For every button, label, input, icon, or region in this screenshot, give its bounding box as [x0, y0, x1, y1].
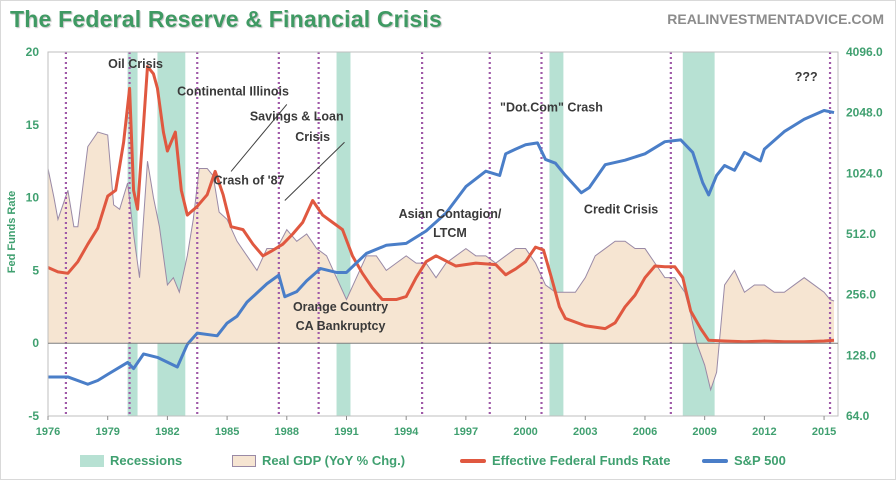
- x-tick-label: 1982: [155, 426, 179, 438]
- site-watermark: REALINVESTMENTADVICE.COM: [667, 11, 884, 27]
- y-axis-label: Fed Funds Rate: [6, 191, 18, 274]
- y-right-tick-label: 2048.0: [846, 106, 883, 120]
- annotation-label: Orange Country: [293, 300, 388, 314]
- sp500-series: [48, 108, 835, 386]
- x-tick-label: 1997: [454, 426, 478, 438]
- annotation-label: Crisis: [295, 130, 330, 144]
- annotation-callout: [284, 141, 345, 201]
- chart-plot: 1976 1979 1982 1985 1988 1991 1994 1997 2000 2003…: [6, 45, 883, 438]
- x-tick-label: 1988: [275, 426, 299, 438]
- legend-item-gdp: Real GDP (YoY % Chg.): [232, 453, 405, 468]
- y-right-tick-label: 1024.0: [846, 166, 883, 180]
- legend-swatch-sp500: [702, 458, 728, 463]
- annotation-label: CA Bankruptcy: [296, 319, 386, 333]
- fed-funds-series: [47, 65, 835, 344]
- annotation-label: Asian Contagion/: [399, 207, 502, 221]
- x-tick-label: 2015: [812, 426, 836, 438]
- y-right-tick-label: 512.0: [846, 227, 876, 241]
- gdp-series: [47, 131, 835, 392]
- y-right-tick-label: 128.0: [846, 348, 876, 362]
- legend-item-sp500: S&P 500: [702, 453, 786, 468]
- legend-swatch-gdp: [232, 454, 256, 467]
- annotation-label: LTCM: [433, 226, 467, 240]
- y-left-tick-label: 5: [32, 263, 39, 277]
- annotation-label: Crash of '87: [213, 173, 284, 187]
- axes: 1976 1979 1982 1985 1988 1991 1994 1997 2000 2003…: [6, 45, 883, 438]
- annotation-label: Credit Crisis: [584, 203, 658, 217]
- x-tick-label: 2006: [633, 426, 657, 438]
- legend-swatch-ffr: [460, 458, 486, 463]
- legend-swatch-recessions: [80, 454, 104, 467]
- x-tick-label: 1979: [95, 426, 119, 438]
- y-left-tick-label: 15: [26, 118, 40, 132]
- x-tick-label: 2003: [573, 426, 597, 438]
- chart-legend: Recessions Real GDP (YoY % Chg.) Effecti…: [0, 450, 896, 474]
- y-right-tick-label: 4096.0: [846, 45, 883, 59]
- x-tick-label: 2012: [752, 426, 776, 438]
- legend-label-recessions: Recessions: [110, 453, 183, 468]
- legend-item-recessions: Recessions: [80, 453, 182, 468]
- legend-label-ffr: Effective Federal Funds Rate: [492, 453, 671, 468]
- x-tick-label: 2000: [513, 426, 537, 438]
- sp500-line: [48, 108, 835, 386]
- x-tick-label: 1991: [334, 426, 358, 438]
- annotation-callout: [230, 104, 288, 172]
- y-left-tick-label: 10: [26, 191, 40, 205]
- annotation-label: Savings & Loan: [250, 109, 344, 123]
- gdp-area: [48, 132, 835, 390]
- legend-label-gdp: Real GDP (YoY % Chg.): [262, 453, 406, 468]
- legend-item-ffr: Effective Federal Funds Rate: [460, 453, 670, 468]
- y-left-tick-label: -5: [28, 409, 39, 423]
- annotation-label: Oil Crisis: [108, 57, 163, 71]
- annotation-label: "Dot.Com" Crash: [500, 101, 603, 115]
- y-left-tick-label: 20: [26, 45, 40, 59]
- fed-funds-line: [47, 65, 835, 344]
- legend-label-sp500: S&P 500: [734, 453, 786, 468]
- x-tick-label: 1994: [394, 426, 419, 438]
- y-left-tick-label: 0: [32, 336, 39, 350]
- x-tick-label: 2009: [692, 426, 716, 438]
- annotations: Oil Crisis Continental Illinois Savings & …: [108, 57, 818, 333]
- annotation-label: ???: [795, 70, 818, 84]
- chart-title: The Federal Reserve & Financial Crisis: [10, 6, 442, 32]
- y-right-tick-label: 64.0: [846, 409, 870, 423]
- gdp-line: [47, 131, 835, 392]
- annotation-label: Continental Illinois: [177, 85, 289, 99]
- x-tick-label: 1976: [36, 426, 60, 438]
- y-right-tick-label: 256.0: [846, 288, 876, 302]
- x-tick-label: 1985: [215, 426, 239, 438]
- plot-border: [47, 51, 839, 417]
